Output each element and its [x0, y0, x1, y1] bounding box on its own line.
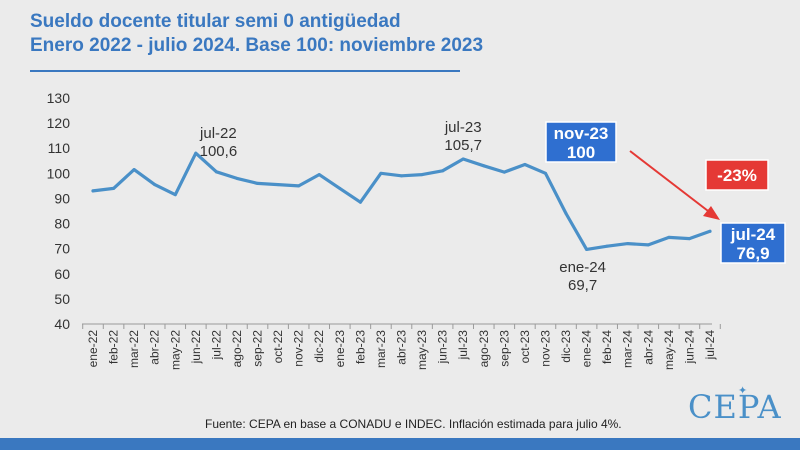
data-point-sep-23	[502, 170, 506, 174]
y-tick-label-100: 100	[47, 165, 71, 181]
y-tick-label-120: 120	[47, 115, 71, 131]
x-tick-label-oct-22: oct-22	[271, 330, 285, 364]
x-tick-label-dic-23: dic-23	[559, 330, 573, 363]
x-tick-label-nov-23: nov-23	[538, 330, 552, 367]
annotation-jul23-label: jul-23	[444, 119, 482, 136]
x-tick-label-feb-23: feb-23	[353, 330, 367, 364]
x-tick-label-nov-22: nov-22	[292, 330, 306, 367]
x-tick-label-ago-23: ago-23	[477, 330, 491, 368]
y-tick-label-80: 80	[54, 216, 70, 232]
chart-title-line1: Sueldo docente titular semi 0 antigüedad	[30, 11, 401, 32]
data-point-jul-22	[214, 170, 218, 174]
y-tick-label-40: 40	[54, 316, 70, 332]
x-tick-label-ene-24: ene-24	[580, 330, 594, 368]
x-tick-label-ago-22: ago-22	[230, 330, 244, 368]
change-arrow-line	[629, 150, 713, 215]
x-tick-label-mar-22: mar-22	[127, 330, 141, 368]
data-point-mar-22	[132, 168, 136, 172]
annotation-ene24-label: ene-24	[559, 259, 606, 276]
y-tick-label-110: 110	[48, 140, 71, 156]
source-note: Fuente: CEPA en base a CONADU e INDEC. I…	[205, 417, 622, 431]
x-tick-label-jun-22: jun-22	[189, 330, 203, 365]
x-tick-label-abr-23: abr-23	[395, 330, 409, 365]
data-point-jun-22	[194, 151, 198, 155]
badge-nov23-label: nov-23	[554, 124, 609, 143]
badge-nov23-value: 100	[567, 143, 595, 162]
data-point-oct-22	[276, 183, 280, 187]
x-tick-label-jul-22: jul-22	[209, 330, 223, 361]
logo-mark-icon: ✦	[738, 385, 748, 397]
data-point-mar-24	[626, 242, 630, 246]
x-tick-label-jun-23: jun-23	[436, 330, 450, 365]
title-underline	[30, 70, 460, 72]
y-tick-label-90: 90	[54, 190, 70, 206]
data-point-abr-24	[646, 243, 650, 247]
x-tick-label-sep-22: sep-22	[251, 330, 265, 367]
x-tick-label-sep-23: sep-23	[497, 330, 511, 367]
badge-nov23	[545, 121, 617, 163]
chart-title: Sueldo docente titular semi 0 antigüedad…	[30, 10, 483, 58]
data-point-mar-23	[379, 171, 383, 175]
data-point-ene-23	[338, 186, 342, 190]
x-tick-label-mar-23: mar-23	[374, 330, 388, 368]
badge-jul24-label: jul-24	[730, 225, 776, 244]
x-tick-label-oct-23: oct-23	[518, 330, 532, 364]
x-tick-label-abr-24: abr-24	[641, 330, 655, 365]
data-point-nov-22	[297, 184, 301, 188]
annotation-jul23-value: 105,7	[444, 137, 482, 154]
data-point-dic-22	[317, 173, 321, 177]
data-point-feb-23	[358, 200, 362, 204]
data-point-ene-22	[91, 189, 95, 193]
x-tick-label-mar-24: mar-24	[621, 330, 635, 368]
x-tick-label-ene-22: ene-22	[86, 330, 100, 368]
badge-change	[705, 159, 769, 191]
chart-title-line2: Enero 2022 - julio 2024. Base 100: novie…	[30, 35, 484, 56]
badge-jul24-value: 76,9	[736, 244, 769, 263]
data-point-dic-23	[564, 212, 568, 216]
annotation-ene24-value: 69,7	[568, 277, 597, 294]
data-point-jul-23	[461, 157, 465, 161]
series-line-sueldo	[91, 151, 712, 251]
y-tick-label-70: 70	[54, 241, 70, 257]
data-point-nov-23	[543, 171, 547, 175]
data-point-abr-23	[400, 174, 403, 178]
x-tick-label-jun-24: jun-24	[682, 330, 696, 365]
x-tick-label-dic-22: dic-22	[312, 330, 326, 363]
x-tick-label-jul-23: jul-23	[456, 330, 470, 361]
data-point-may-24	[667, 235, 671, 239]
data-point-jun-24	[687, 237, 691, 241]
badge-jul24	[720, 222, 786, 264]
annotation-jul22-label: jul-22	[199, 125, 237, 142]
x-tick-label-may-23: may-23	[415, 330, 429, 370]
y-tick-label-50: 50	[54, 291, 70, 307]
x-tick-label-ene-23: ene-23	[333, 330, 347, 368]
data-point-jul-24	[708, 229, 712, 233]
x-tick-label-feb-24: feb-24	[600, 330, 614, 364]
x-tick-label-may-24: may-24	[662, 330, 676, 370]
data-point-oct-23	[523, 163, 527, 167]
change-arrow-head-icon	[703, 206, 720, 220]
x-tick-label-jul-24: jul-24	[703, 330, 717, 361]
data-point-feb-24	[605, 244, 609, 248]
x-tick-label-feb-22: feb-22	[107, 330, 121, 364]
x-tick-label-may-22: may-22	[168, 330, 182, 370]
footer-bar	[0, 438, 800, 450]
y-tick-label-60: 60	[54, 266, 70, 282]
annotation-jul22-value: 100,6	[200, 143, 238, 160]
data-point-feb-22	[112, 186, 116, 190]
data-point-ago-22	[235, 176, 239, 180]
cepa-logo: CEPA	[688, 388, 782, 426]
x-tick-label-abr-22: abr-22	[148, 330, 162, 365]
y-tick-label-130: 130	[47, 90, 71, 106]
data-point-abr-22	[153, 183, 157, 187]
data-point-sep-22	[256, 181, 260, 185]
data-point-ene-24	[585, 247, 589, 251]
badge-change-label: -23%	[717, 166, 757, 185]
data-point-jun-23	[441, 169, 445, 173]
data-point-may-22	[173, 193, 177, 197]
data-point-may-23	[420, 173, 424, 177]
data-point-ago-23	[482, 164, 486, 168]
